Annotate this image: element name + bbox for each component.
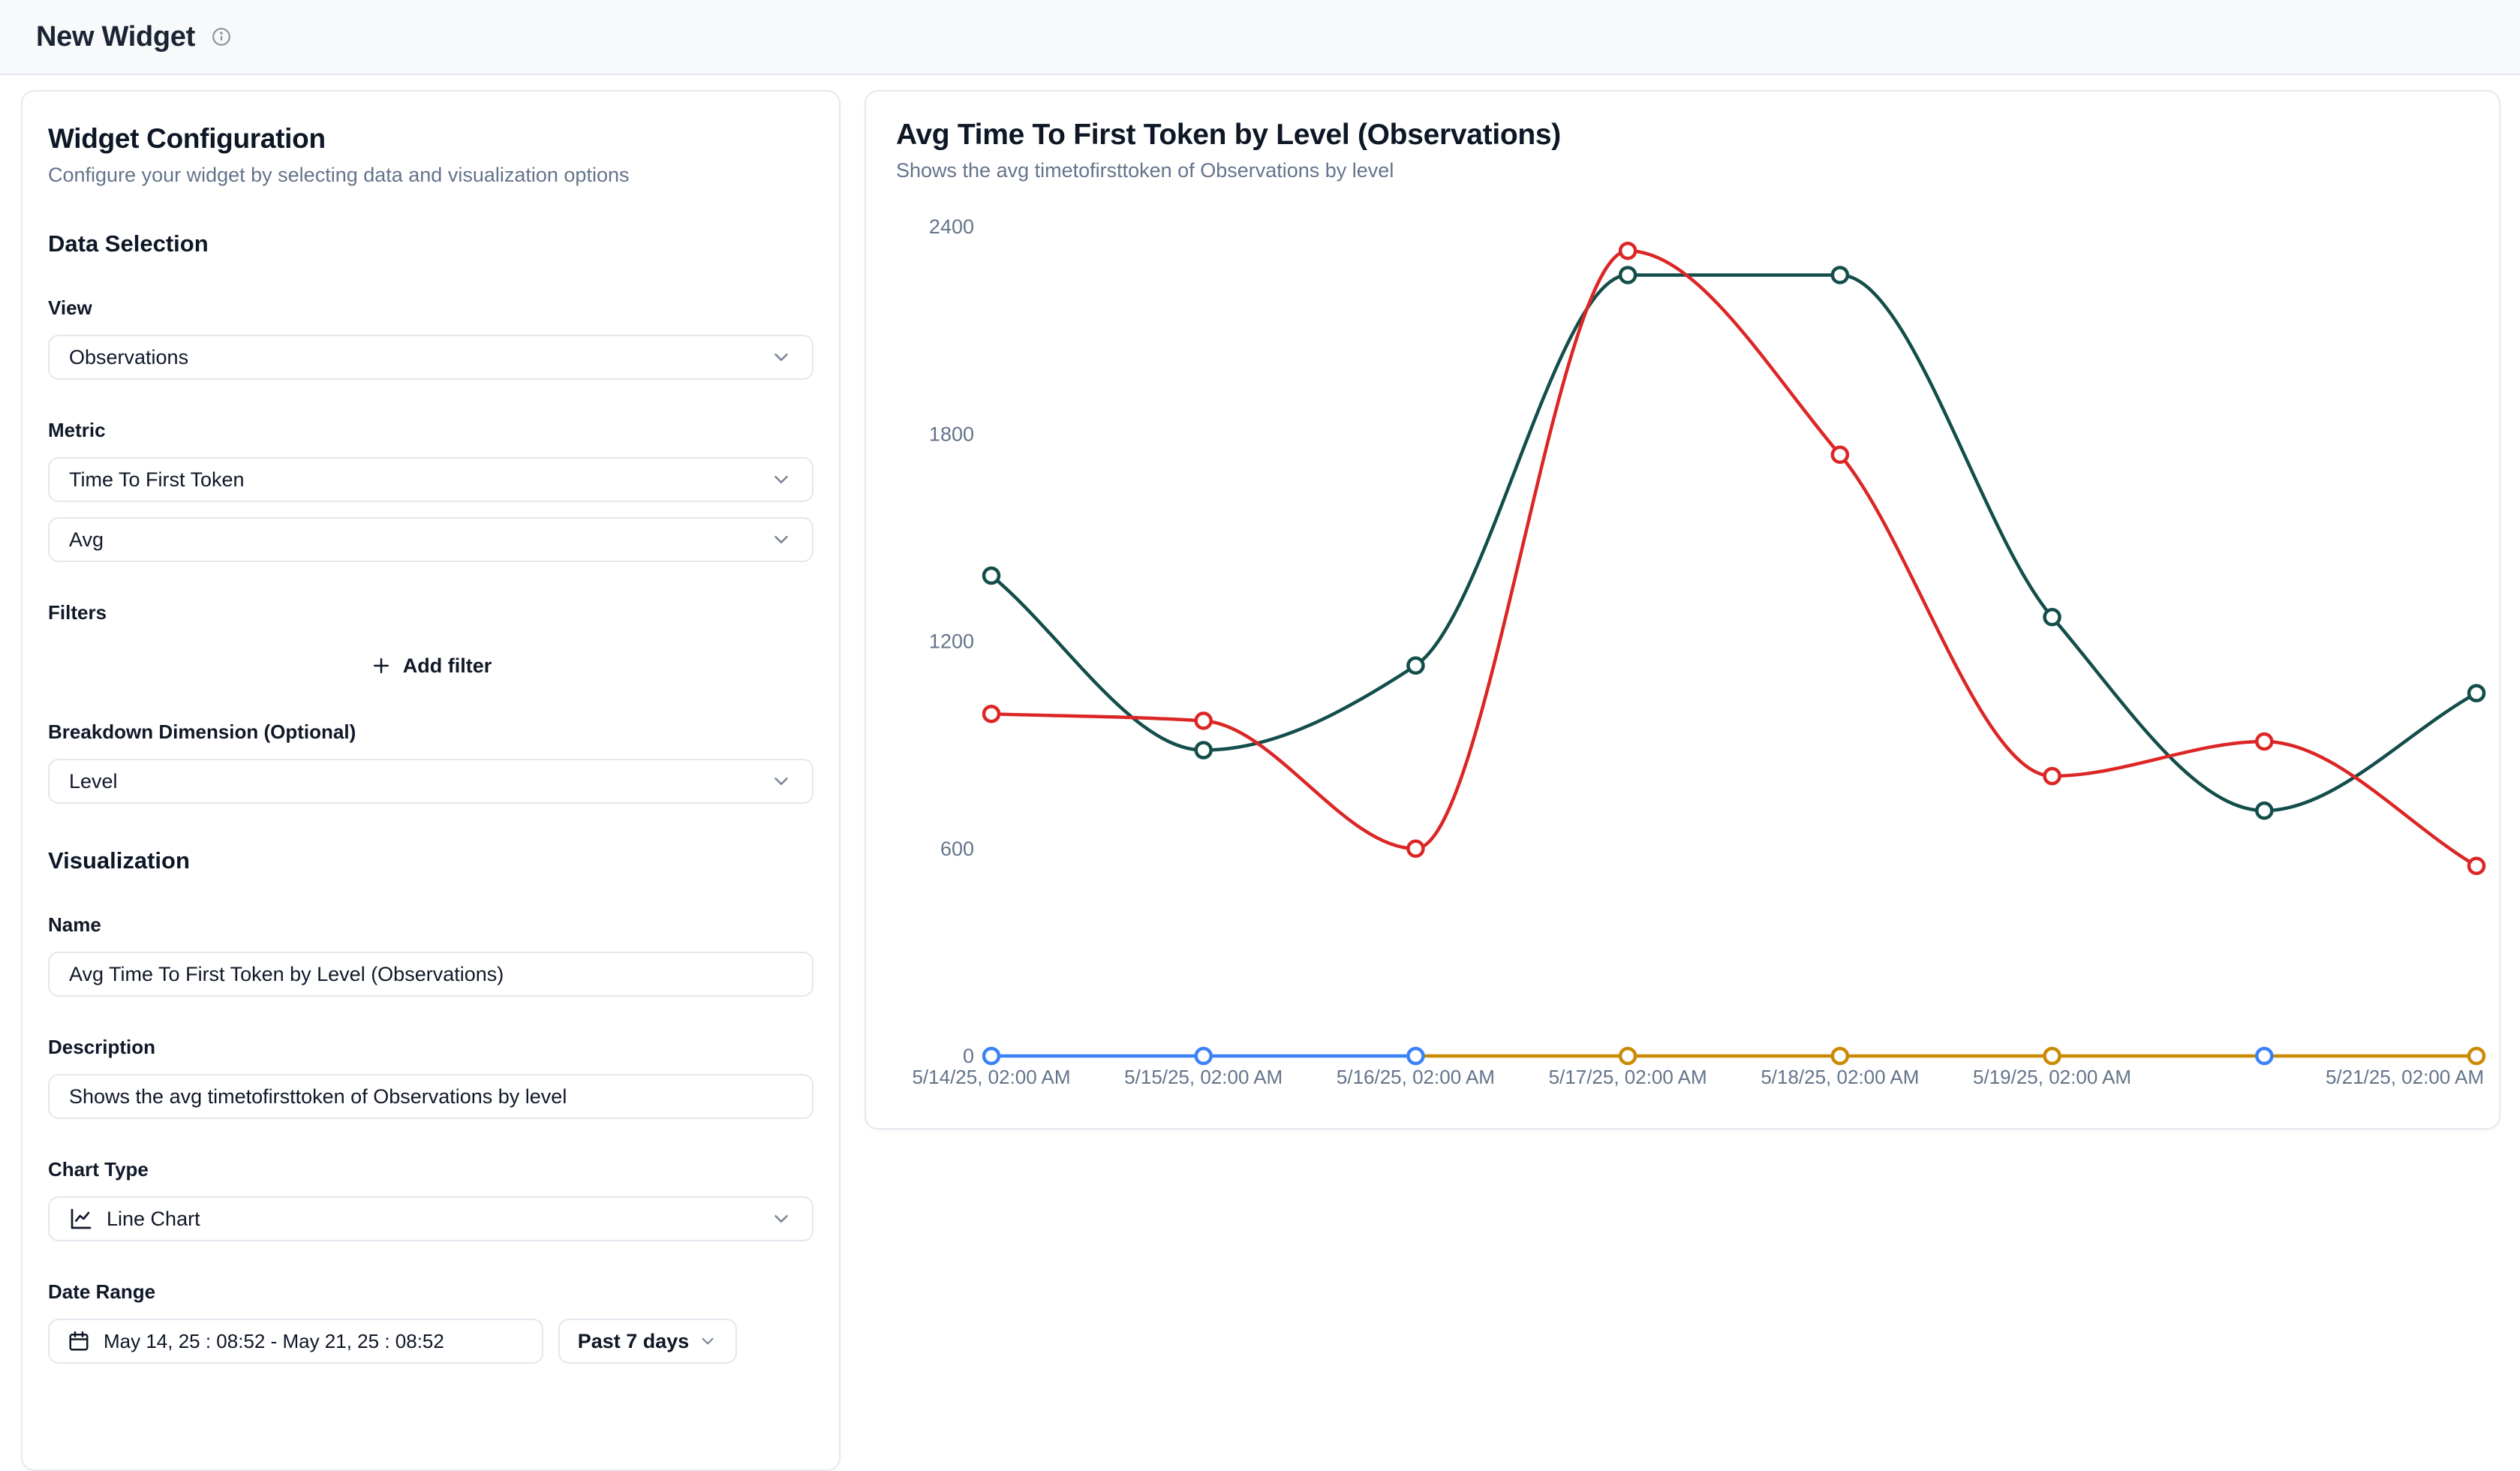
svg-text:1800: 1800 (929, 423, 974, 445)
breakdown-select[interactable]: Level (48, 759, 813, 804)
metric-label: Metric (48, 419, 106, 441)
view-select[interactable]: Observations (48, 335, 813, 380)
info-icon[interactable] (212, 27, 231, 47)
chevron-down-icon (698, 1331, 717, 1351)
aggregation-select[interactable]: Avg (48, 517, 813, 562)
section-visualization: Visualization (48, 847, 190, 874)
add-filter-label: Add filter (402, 654, 492, 677)
aggregation-select-value: Avg (69, 528, 104, 551)
description-input-value: Shows the avg timetofirsttoken of Observ… (69, 1084, 567, 1108)
widget-configuration-panel: Widget Configuration Configure your widg… (21, 90, 841, 1471)
name-input-value: Avg Time To First Token by Level (Observ… (69, 962, 504, 985)
svg-text:2400: 2400 (929, 215, 974, 238)
view-select-value: Observations (69, 345, 189, 369)
description-label: Description (48, 1036, 156, 1058)
svg-text:5/18/25, 02:00 AM: 5/18/25, 02:00 AM (1761, 1066, 1919, 1088)
date-preset-value: Past 7 days (577, 1329, 690, 1352)
line-chart[interactable]: 0 600 1200 1800 2400 5/14/25, 02:00 AM 5/15/25… (866, 92, 2502, 1131)
svg-text:5/17/25, 02:00 AM: 5/17/25, 02:00 AM (1549, 1066, 1707, 1088)
name-label: Name (48, 913, 101, 936)
chevron-down-icon (770, 770, 792, 793)
chart-title: Avg Time To First Token by Level (Observ… (896, 119, 1561, 151)
date-range-label: Date Range (48, 1280, 156, 1303)
calendar-icon (68, 1330, 90, 1352)
svg-text:5/16/25, 02:00 AM: 5/16/25, 02:00 AM (1337, 1066, 1495, 1088)
breakdown-select-value: Level (69, 769, 118, 793)
date-range-row: May 14, 25 : 08:52 - May 21, 25 : 08:52 … (48, 1319, 813, 1364)
line-chart-icon (69, 1207, 93, 1231)
widget-preview-card: Avg Time To First Token by Level (Observ… (865, 90, 2500, 1130)
date-range-picker-button[interactable]: May 14, 25 : 08:52 - May 21, 25 : 08:52 (48, 1319, 543, 1364)
svg-text:5/21/25, 02:00 AM: 5/21/25, 02:00 AM (2326, 1066, 2484, 1088)
date-range-value: May 14, 25 : 08:52 - May 21, 25 : 08:52 (104, 1329, 444, 1352)
panel-subtitle: Configure your widget by selecting data … (48, 164, 630, 186)
svg-text:1200: 1200 (929, 630, 974, 653)
metric-select[interactable]: Time To First Token (48, 457, 813, 502)
svg-text:600: 600 (940, 838, 974, 860)
panel-title: Widget Configuration (48, 123, 326, 154)
chevron-down-icon (770, 1208, 792, 1230)
chart-subtitle: Shows the avg timetofirsttoken of Observ… (896, 159, 1394, 182)
svg-text:5/19/25, 02:00 AM: 5/19/25, 02:00 AM (1973, 1066, 2131, 1088)
chevron-down-icon (770, 346, 792, 369)
chart-type-select[interactable]: Line Chart (48, 1196, 813, 1241)
page-title: New Widget (36, 20, 195, 53)
plus-icon (370, 654, 392, 677)
svg-text:0: 0 (963, 1045, 974, 1067)
section-data-selection: Data Selection (48, 230, 209, 257)
breakdown-label: Breakdown Dimension (Optional) (48, 720, 356, 743)
description-input[interactable]: Shows the avg timetofirsttoken of Observ… (48, 1074, 813, 1119)
chart-type-select-value: Line Chart (107, 1207, 200, 1230)
view-label: View (48, 296, 92, 319)
chevron-down-icon (770, 528, 792, 551)
name-input[interactable]: Avg Time To First Token by Level (Observ… (48, 952, 813, 997)
svg-text:5/14/25, 02:00 AM: 5/14/25, 02:00 AM (912, 1066, 1070, 1088)
date-preset-button[interactable]: Past 7 days (558, 1319, 737, 1364)
chevron-down-icon (770, 468, 792, 491)
chart-type-label: Chart Type (48, 1158, 149, 1181)
metric-select-value: Time To First Token (69, 468, 245, 491)
add-filter-button[interactable]: Add filter (48, 647, 813, 684)
svg-text:5/15/25, 02:00 AM: 5/15/25, 02:00 AM (1124, 1066, 1283, 1088)
page-header: New Widget (0, 0, 2520, 75)
filters-label: Filters (48, 601, 107, 624)
